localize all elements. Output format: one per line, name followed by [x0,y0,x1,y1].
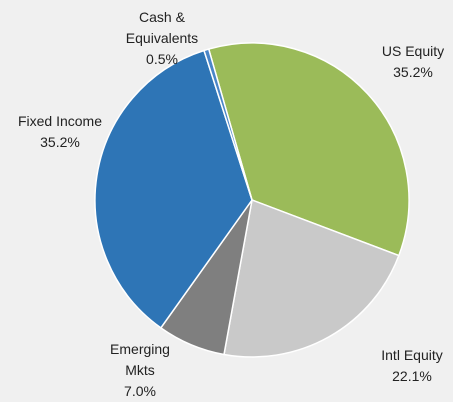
slice-label: Intl Equity 22.1% [352,345,453,387]
value-label: 7.0% [124,383,156,399]
value-label: 0.5% [146,51,178,67]
slice-label: Fixed Income 35.2% [0,111,120,153]
value-label: 22.1% [392,368,432,384]
pie-slice [94,49,253,329]
slice-label: Cash & Equivalents 0.5% [117,7,207,70]
slice-label: US Equity 35.2% [353,41,453,83]
pie-slice [223,198,400,358]
category-label: Cash & Equivalents [125,9,199,46]
category-label: Emerging Mkts [110,341,170,378]
category-label: Fixed Income [17,113,103,129]
pie-slice [203,48,253,201]
category-label: US Equity [381,43,445,59]
value-label: 35.2% [40,134,80,150]
category-label: Intl Equity [381,347,443,363]
slice-label: Emerging Mkts 7.0% [104,339,176,402]
value-label: 35.2% [393,64,433,80]
